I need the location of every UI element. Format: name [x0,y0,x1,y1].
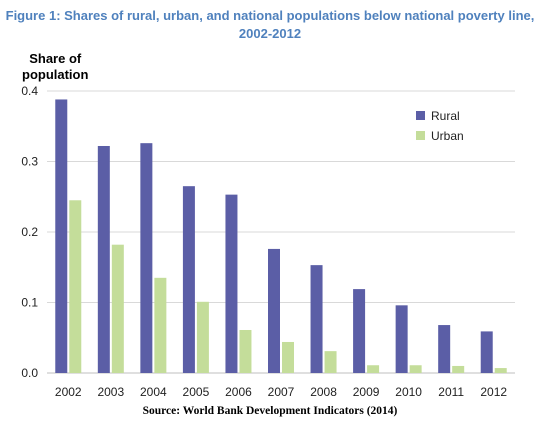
x-tick-label: 2008 [310,385,337,399]
x-tick-label: 2007 [268,385,295,399]
bar-urban [196,301,209,373]
y-tick-label: 0.2 [21,225,38,239]
source-note: Source: World Bank Development Indicator… [142,405,398,417]
x-tick-label: 2010 [395,385,422,399]
y-tick-label: 0.0 [21,366,38,380]
y-axis-label-line-1: Share of [29,51,82,66]
x-tick-label: 2011 [438,385,464,399]
bar-rural [182,186,195,373]
bar-rural [438,325,451,373]
chart-title-line-2: 2002-2012 [238,26,302,41]
y-tick-labels: 0.0 0.1 0.2 0.3 0.4 [21,84,38,380]
bar-rural [353,289,366,373]
bar-urban [69,200,82,373]
bar-urban [154,277,167,373]
bar-rural [225,194,238,373]
bar-rural [55,99,68,374]
x-tick-labels: 2002 2003 2004 2005 2006 2007 2008 2009 2010 2011… [55,385,507,399]
x-tick-label: 2003 [97,385,124,399]
bar-rural [268,248,280,373]
bar-rural [480,331,493,373]
bars [55,99,507,374]
bar-urban [367,365,380,373]
bar-rural [395,305,408,373]
bar-rural [140,143,153,373]
bar-urban [494,368,507,373]
x-tick-label: 2006 [225,385,252,399]
bar-urban [239,329,252,373]
y-tick-label: 0.1 [21,296,38,310]
bar-rural [97,145,110,373]
legend-label-rural: Rural [431,109,460,123]
bar-urban [452,365,465,373]
legend-swatch-rural [416,111,425,120]
chart-title-line-1: Figure 1: Shares of rural, urban, and na… [5,8,535,23]
bar-rural [310,265,323,373]
x-tick-label: 2004 [140,385,167,399]
x-tick-label: 2002 [55,385,82,399]
legend-label-urban: Urban [431,129,464,143]
x-tick-label: 2012 [480,385,507,399]
y-axis-label: Share of population [22,51,88,83]
x-tick-label: 2005 [183,385,210,399]
chart-title: Figure 1: Shares of rural, urban, and na… [0,7,540,43]
grid-lines [47,90,515,374]
bar-urban [282,341,294,373]
bar-urban [409,365,422,373]
y-tick-label: 0.3 [21,155,38,169]
y-tick-label: 0.4 [21,84,38,98]
y-axis-label-line-2: population [22,67,89,82]
bar-urban [324,351,337,373]
legend-swatch-urban [416,131,425,140]
x-tick-label: 2009 [353,385,380,399]
bar-urban [111,244,124,373]
legend: Rural Urban [416,109,464,143]
